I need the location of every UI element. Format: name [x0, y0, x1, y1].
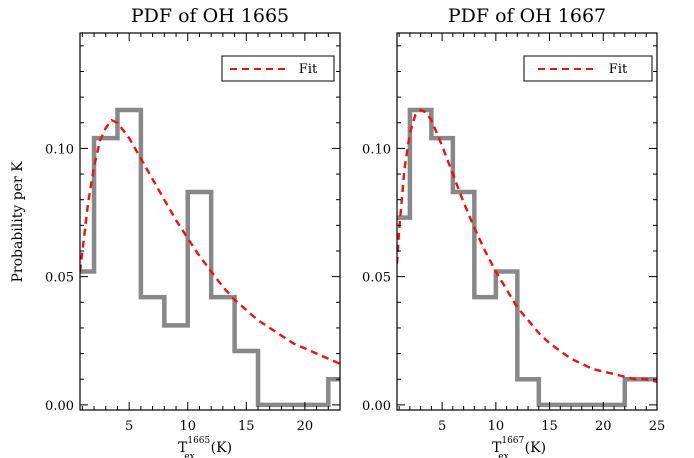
panel-oh-1665: PDF of OH 1665 5 10 15 20 0.00 0.05 0.10 Fit T…: [45, 5, 341, 458]
y-tick-label: 0.10: [362, 142, 391, 157]
plot-frame: [79, 32, 341, 411]
panel-oh-1667: PDF of OH 1667 5 10 15 20 25 0.00 0.05 0.10 Fit…: [362, 5, 666, 458]
panel-title: PDF of OH 1667: [448, 5, 606, 27]
x-axis-label-superscript: 1665: [187, 436, 210, 446]
x-axis-label: T1665 ex (K): [178, 436, 232, 458]
x-axis-label-symbol: T: [492, 440, 502, 456]
x-axis-label-unit: (K): [525, 440, 546, 456]
histogram-steps: [80, 107, 340, 408]
x-tick-label: 25: [649, 419, 666, 434]
legend-fit-label: Fit: [609, 62, 628, 77]
legend: Fit: [523, 55, 653, 82]
x-tick-label: 20: [297, 419, 314, 434]
x-axis-label-superscript: 1667: [501, 436, 524, 446]
x-axis-label-subscript: ex: [184, 452, 194, 458]
y-tick-label: 0.05: [362, 271, 391, 286]
y-tick-label: 0.00: [45, 399, 74, 414]
x-tick-label: 15: [541, 419, 558, 434]
x-axis-label-symbol: T: [178, 440, 188, 456]
histogram-steps: [397, 107, 657, 408]
plot-frame: [396, 32, 658, 411]
fit-curve: [80, 118, 340, 365]
x-tick-label: 10: [488, 419, 505, 434]
y-axis-label: Probability per K: [10, 161, 26, 283]
x-axis-label-unit: (K): [211, 440, 232, 456]
legend: Fit: [221, 55, 335, 82]
x-tick-label: 5: [438, 419, 446, 434]
legend-fit-label: Fit: [299, 62, 318, 77]
y-tick-label: 0.00: [362, 399, 391, 414]
x-tick-label: 20: [595, 419, 612, 434]
panel-title: PDF of OH 1665: [131, 5, 289, 27]
x-tick-label: 5: [125, 419, 133, 434]
x-tick-label: 10: [179, 419, 196, 434]
x-tick-label: 15: [238, 419, 255, 434]
y-tick-label: 0.10: [45, 142, 74, 157]
x-axis-label: T1667 ex (K): [492, 436, 546, 458]
x-axis-label-subscript: ex: [498, 452, 508, 458]
y-tick-label: 0.05: [45, 271, 74, 286]
fit-curve: [397, 108, 657, 383]
